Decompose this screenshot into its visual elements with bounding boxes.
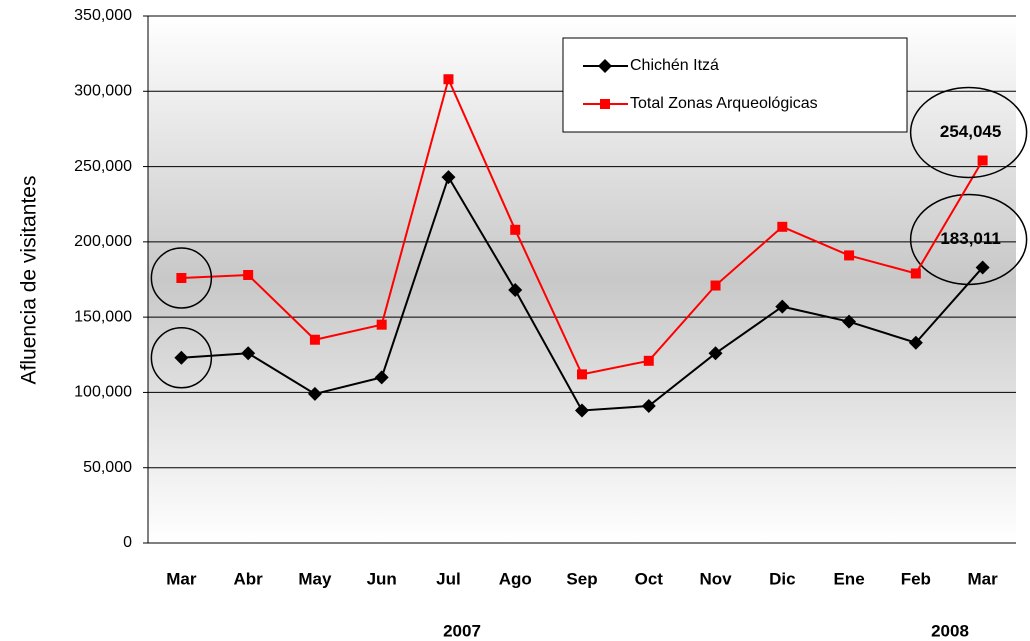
data-point xyxy=(508,283,523,298)
annotation-circle xyxy=(909,193,1028,286)
legend-label: Total Zonas Arqueológicas xyxy=(630,95,818,112)
data-point xyxy=(510,224,521,235)
data-point xyxy=(710,280,721,291)
x-tick-label: May xyxy=(298,569,332,588)
legend-box xyxy=(562,37,908,133)
x-tick-label: Ago xyxy=(499,569,532,588)
data-label: 254,045 xyxy=(940,122,1001,141)
data-point xyxy=(176,272,187,283)
y-tick-label: 100,000 xyxy=(74,384,132,401)
y-tick-label: 350,000 xyxy=(74,7,132,24)
data-point xyxy=(441,170,456,185)
x-tick-label: Nov xyxy=(699,569,732,588)
x-tick-label: Mar xyxy=(967,569,998,588)
y-tick-label: 250,000 xyxy=(74,158,132,175)
data-point xyxy=(643,355,654,366)
data-point xyxy=(977,155,988,166)
y-axis-label: Afluencia de visitantes xyxy=(18,176,41,385)
data-point xyxy=(307,386,322,401)
legend-marker xyxy=(600,99,610,109)
x-tick-label: Sep xyxy=(566,569,597,588)
x-tick-label: Oct xyxy=(635,569,664,588)
year-label: 2007 xyxy=(443,621,481,640)
x-tick-label: Ene xyxy=(833,569,864,588)
data-point xyxy=(775,299,790,314)
year-label: 2008 xyxy=(931,621,969,640)
data-point xyxy=(577,369,587,380)
data-point xyxy=(908,335,923,350)
data-point xyxy=(241,346,256,361)
data-point xyxy=(842,314,857,329)
legend-label: Chichén Itzá xyxy=(630,57,719,74)
data-point xyxy=(376,319,387,330)
legend-marker xyxy=(598,59,612,73)
data-point xyxy=(844,250,855,261)
annotation-circle xyxy=(150,327,213,389)
x-tick-label: Dic xyxy=(769,569,795,588)
x-tick-label: Mar xyxy=(166,569,197,588)
x-tick-label: Feb xyxy=(901,569,931,588)
data-point xyxy=(309,334,320,345)
y-tick-label: 300,000 xyxy=(74,83,132,100)
annotation-circle xyxy=(909,86,1028,179)
data-point xyxy=(975,260,990,275)
annotation-circle xyxy=(150,247,213,309)
data-point xyxy=(243,269,254,280)
y-tick-label: 0 xyxy=(123,534,132,551)
data-point xyxy=(777,221,788,232)
data-point xyxy=(641,398,656,413)
y-tick-label: 200,000 xyxy=(74,233,132,250)
y-tick-label: 50,000 xyxy=(83,459,132,476)
y-tick-label: 150,000 xyxy=(74,308,132,325)
x-tick-label: Abr xyxy=(234,569,264,588)
data-point xyxy=(374,370,389,385)
data-point xyxy=(708,346,723,361)
x-tick-label: Jul xyxy=(436,569,461,588)
data-point xyxy=(443,74,454,85)
data-point xyxy=(910,268,921,279)
data-point xyxy=(575,403,589,418)
data-point xyxy=(174,350,189,365)
x-tick-label: Jun xyxy=(367,569,397,588)
data-label: 183,011 xyxy=(940,229,1001,248)
